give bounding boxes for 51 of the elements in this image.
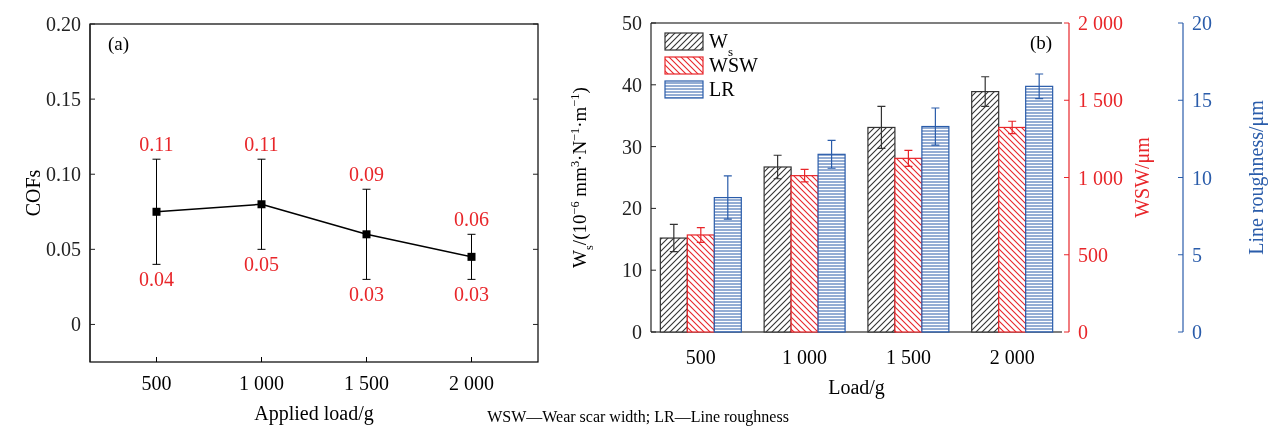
annotation: 0.06 (454, 208, 489, 231)
y3-tick-label: 15 (1192, 89, 1212, 112)
y2-tick-label: 1 500 (1078, 89, 1123, 112)
annotation: 0.11 (244, 133, 279, 156)
y-tick-label: 40 (622, 73, 642, 96)
x-tick-label: 1 000 (782, 346, 828, 368)
y3-tick-label: 10 (1192, 166, 1212, 189)
annotation: 0.03 (454, 283, 489, 306)
x-tick-label: 1 500 (344, 372, 389, 394)
x-tick-label: 500 (685, 346, 716, 368)
annotation: 0.05 (244, 253, 279, 276)
y-tick-label: 0.10 (46, 163, 81, 186)
y-tick-label: 0.05 (46, 238, 81, 261)
annotation: (a) (108, 33, 130, 55)
legend-label: W$_{s}$ (709, 30, 733, 59)
y-tick-label: 30 (622, 135, 642, 158)
x-tick-label: 2 000 (989, 346, 1035, 368)
x-axis-title: Load/g (828, 376, 885, 399)
y-axis-title: COFs (22, 169, 44, 217)
y-tick-label: 50 (622, 12, 642, 34)
text: WSW—Wear scar width; LR—Line roughness (487, 408, 789, 426)
y-tick-label: 0 (71, 313, 81, 336)
x-tick-label: 1 000 (239, 372, 284, 394)
annotation: (b) (1030, 32, 1053, 54)
y-tick-label: 10 (622, 259, 642, 282)
annotation: 0.09 (349, 163, 384, 186)
point (152, 207, 161, 216)
annotation: 0.04 (139, 268, 174, 291)
point (467, 252, 476, 261)
y2-tick-label: 0 (1078, 321, 1088, 343)
annotation: 0.11 (139, 133, 174, 156)
x-tick-label: 2 000 (449, 372, 494, 394)
x-tick-label: 1 500 (885, 346, 931, 368)
y3-tick-label: 20 (1192, 12, 1212, 34)
point (257, 200, 266, 209)
x-tick-label: 500 (141, 372, 172, 394)
x-axis-title: Applied load/g (254, 402, 374, 425)
point (362, 230, 371, 239)
y2-axis-title: WSW/μm (1131, 136, 1154, 218)
annotation: 0.03 (349, 283, 384, 306)
y3-tick-label: 0 (1192, 321, 1202, 343)
y3-tick-label: 5 (1192, 243, 1202, 266)
y-tick-label: 0.20 (46, 13, 81, 35)
y3-axis-title: Line roughness/μm (1245, 99, 1268, 255)
y2-tick-label: 500 (1078, 243, 1108, 266)
y-tick-label: 20 (622, 197, 642, 220)
y-tick-label: 0.15 (46, 88, 81, 111)
legend-label: LR (709, 78, 736, 100)
y2-tick-label: 2 000 (1078, 12, 1123, 34)
y-tick-label: 0 (632, 321, 642, 343)
y2-tick-label: 1 000 (1078, 166, 1123, 189)
